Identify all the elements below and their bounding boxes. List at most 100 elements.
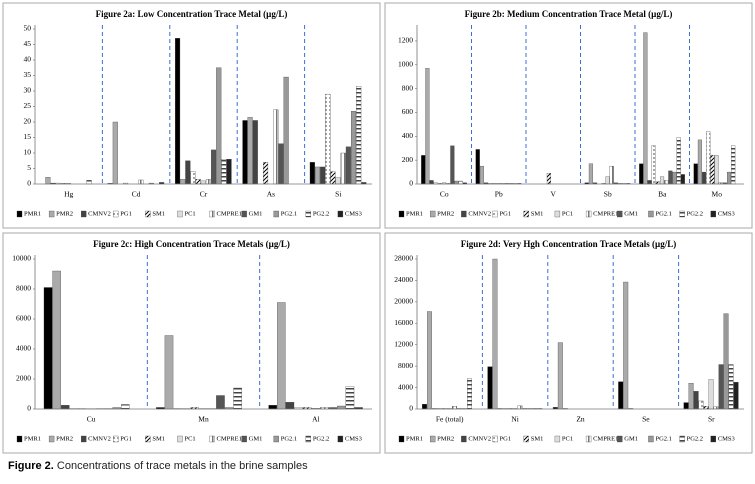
legend-swatch [492, 210, 498, 218]
bar [185, 160, 191, 185]
y-tick-label: 0 [409, 179, 413, 188]
bar [688, 383, 694, 410]
legend-swatch [679, 210, 685, 218]
legend-label: GM1 [249, 435, 263, 442]
x-tick-label: Fe (total) [436, 415, 464, 424]
y-tick-label: 45 [24, 39, 32, 48]
legend-swatch [241, 210, 247, 218]
bar [427, 311, 432, 410]
bar [216, 395, 225, 410]
bar [422, 404, 427, 410]
bar [517, 405, 523, 410]
y-tick-label: 400 [402, 131, 414, 140]
bar [487, 366, 493, 410]
x-tick-label: Mn [198, 415, 209, 424]
bar [706, 131, 711, 185]
legend-swatch [305, 210, 311, 218]
y-tick-label: 1200 [398, 36, 413, 45]
legend-swatch [81, 210, 87, 218]
y-tick-label: 0 [27, 404, 31, 413]
bar [425, 68, 430, 185]
legend-label: PG1 [120, 210, 132, 217]
x-tick-label: V [551, 190, 557, 199]
bar [200, 180, 206, 185]
bar [421, 155, 426, 185]
legend-swatch [679, 435, 685, 443]
caption-text: Concentrations of trace metals in the br… [56, 460, 308, 472]
bar [325, 93, 331, 185]
legend-label: PG2.2 [313, 210, 329, 217]
x-tick-label: Cd [132, 190, 141, 199]
y-tick-label: 12000 [394, 339, 413, 348]
bar [454, 180, 459, 185]
panel-border [384, 232, 753, 454]
bar [546, 173, 551, 185]
bar [340, 152, 346, 185]
legend-label: PMR1 [406, 435, 423, 442]
legend-swatch [337, 210, 344, 218]
legend-swatch [145, 435, 151, 443]
legend-label: PG1 [120, 435, 132, 442]
legend-label: GM1 [624, 210, 638, 217]
bar [731, 145, 736, 185]
legend-label: CMNV2 [468, 210, 491, 217]
legend-label: GM1 [249, 210, 263, 217]
legend-swatch [145, 210, 151, 218]
bar [723, 313, 729, 410]
legend-swatch [523, 435, 529, 443]
legend-swatch [461, 210, 467, 218]
y-tick-label: 8000 [398, 361, 413, 370]
legend-label: PG2.1 [655, 435, 671, 442]
bar [164, 335, 174, 410]
bar [112, 121, 118, 185]
bar [356, 86, 362, 185]
legend-swatch [617, 210, 623, 218]
bar [43, 287, 53, 410]
bar [467, 378, 472, 410]
legend-label: PC1 [184, 435, 195, 442]
bar [351, 111, 357, 185]
x-tick-label: Pb [495, 190, 503, 199]
legend-label: GM1 [624, 435, 638, 442]
bar [680, 174, 685, 185]
bar [175, 38, 181, 185]
legend-swatch [585, 210, 592, 218]
bar [697, 139, 702, 185]
bar [450, 145, 455, 185]
x-tick-label: Al [312, 415, 320, 424]
bar [702, 171, 707, 185]
legend-label: PMR2 [56, 435, 73, 442]
y-tick-label: 0 [27, 179, 31, 188]
legend-swatch [710, 210, 716, 218]
bar [337, 405, 346, 410]
bar [676, 137, 681, 185]
bar [733, 382, 739, 410]
legend-swatch [241, 435, 247, 443]
legend-label: CMS3 [345, 210, 362, 217]
legend-swatch [430, 210, 436, 218]
bar [121, 404, 130, 410]
legend-label: CMNV2 [88, 435, 111, 442]
bar [605, 176, 610, 185]
bar [475, 149, 480, 185]
bar [479, 165, 484, 185]
legend-label: CMS3 [718, 435, 735, 442]
x-tick-label: Sr [708, 415, 715, 424]
bar [345, 146, 351, 185]
bar [623, 281, 629, 410]
legend-label: PG2.2 [687, 210, 703, 217]
legend-swatch [177, 210, 183, 218]
x-tick-label: Se [642, 415, 650, 424]
bar [268, 405, 277, 410]
bar [138, 179, 144, 185]
legend-label: CMS3 [345, 435, 362, 442]
legend-swatch [585, 435, 592, 443]
legend-swatch [16, 435, 23, 443]
y-tick-label: 8000 [16, 284, 31, 293]
x-tick-label: Cr [200, 190, 208, 199]
x-tick-label: Sb [604, 190, 612, 199]
bar [211, 149, 217, 185]
bar [277, 302, 286, 410]
legend-label: SM1 [152, 210, 165, 217]
bar [492, 258, 498, 410]
